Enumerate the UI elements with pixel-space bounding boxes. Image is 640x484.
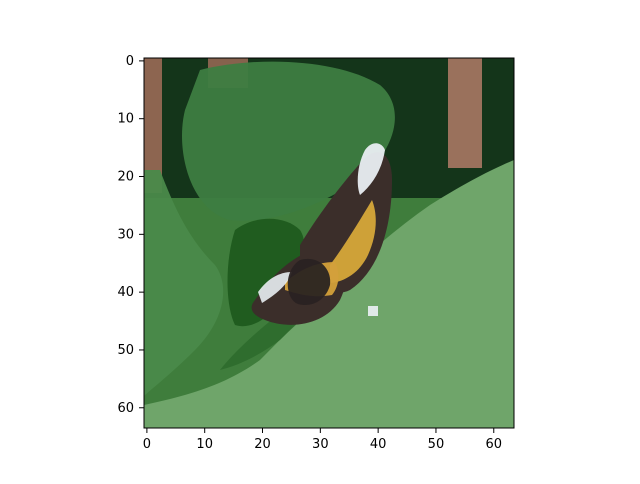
- white-speck: [368, 306, 378, 316]
- y-tick-label: 50: [117, 343, 134, 358]
- x-tick-label: 20: [254, 437, 271, 452]
- axes-frame: [143, 57, 515, 429]
- trunk-left: [144, 58, 162, 193]
- y-tick-label: 0: [126, 54, 134, 69]
- butterfly-upper-wing: [300, 152, 392, 293]
- y-axis: 0 10 20 30 40 50 60: [117, 54, 144, 416]
- butterfly: [251, 143, 392, 325]
- y-tick-label: 40: [117, 285, 134, 300]
- butterfly-gold-patch-upper: [330, 200, 376, 283]
- leaf-upper: [182, 61, 395, 221]
- x-tick-label: 50: [428, 437, 445, 452]
- leaf-left: [144, 170, 224, 396]
- y-tick-label: 60: [117, 401, 134, 416]
- butterfly-white-streak-upper: [357, 143, 385, 195]
- x-tick-label: 40: [370, 437, 387, 452]
- butterfly-body: [287, 258, 331, 306]
- y-tick-label: 30: [117, 227, 134, 242]
- image-panel: [144, 58, 514, 428]
- x-tick-label: 10: [196, 437, 213, 452]
- y-tick-label: 20: [117, 170, 134, 185]
- leaf-shadow: [227, 218, 305, 327]
- trunk-right: [448, 58, 482, 168]
- x-axis: 0 10 20 30 40 50 60: [143, 428, 502, 452]
- x-tick-label: 60: [485, 437, 502, 452]
- x-tick-label: 0: [143, 437, 151, 452]
- butterfly-white-streak-lower: [258, 272, 292, 303]
- y-tick-label: 10: [117, 112, 134, 127]
- x-tick-label: 30: [312, 437, 329, 452]
